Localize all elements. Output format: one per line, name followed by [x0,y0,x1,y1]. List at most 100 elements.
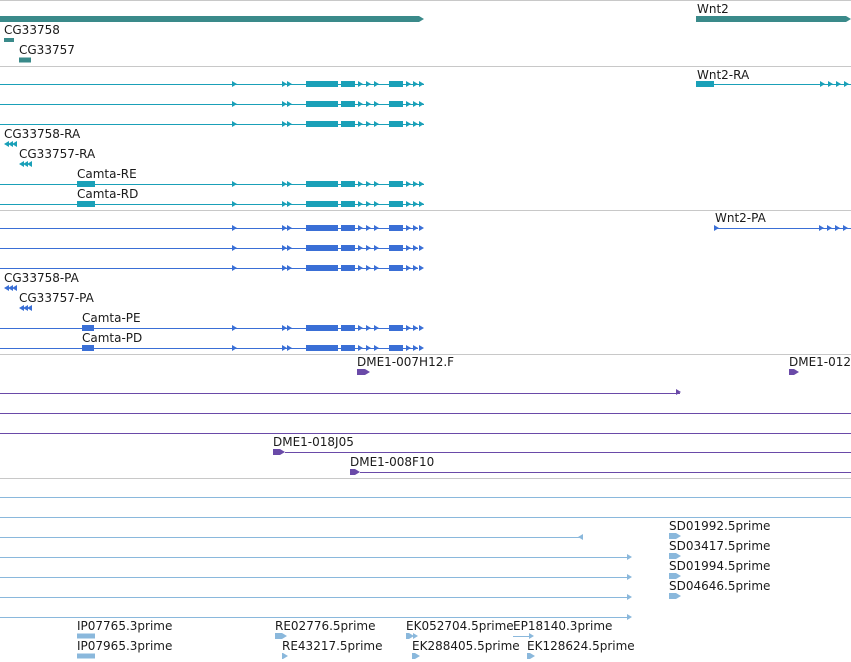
strand-arrow[interactable] [282,265,287,271]
transcript-label-cg33757-pa[interactable]: CG33757-PA [19,291,94,305]
strand-arrow[interactable] [287,325,292,331]
strand-arrow[interactable] [419,345,424,351]
strand-arrow[interactable] [232,265,237,271]
transcript-label-cg33758-pa[interactable]: CG33758-PA [4,271,79,285]
est-marker[interactable] [669,553,681,559]
strand-arrow[interactable] [844,81,849,87]
strand-arrow[interactable] [827,225,832,231]
exon-block[interactable] [389,181,403,187]
transcript-label-camta-pd[interactable]: Camta-PD [82,331,143,345]
strand-arrow[interactable] [529,633,534,639]
transcript-label-camta-pe[interactable]: Camta-PE [82,311,141,325]
exon-block[interactable] [389,121,403,127]
strand-arrow[interactable] [232,101,237,107]
strand-arrow[interactable] [282,325,287,331]
strand-arrow[interactable] [413,245,418,251]
est-label-sd03417[interactable]: SD03417.5prime [669,539,771,553]
transcript-label-wnt2-ra[interactable]: Wnt2-RA [697,68,750,82]
strand-arrow[interactable] [287,101,292,107]
strand-arrow[interactable] [232,225,237,231]
strand-arrow[interactable] [366,245,371,251]
strand-arrow[interactable] [366,81,371,87]
exon-block[interactable] [341,121,355,127]
strand-arrow[interactable] [358,245,363,251]
transcript-label-camta-re[interactable]: Camta-RE [77,167,137,181]
est-marker[interactable] [406,633,414,639]
exon-block[interactable] [306,181,338,187]
exon-block[interactable] [389,101,403,107]
strand-arrow[interactable] [27,305,32,311]
strand-arrow[interactable] [627,594,632,600]
exon-block[interactable] [341,245,355,251]
strand-arrow[interactable] [287,121,292,127]
strand-arrow[interactable] [287,225,292,231]
strand-arrow[interactable] [419,181,424,187]
exon-block[interactable] [389,81,403,87]
strand-arrow[interactable] [282,81,287,87]
strand-arrow[interactable] [406,121,411,127]
strand-arrow[interactable] [627,554,632,560]
strand-arrow[interactable] [23,161,28,167]
strand-arrow[interactable] [419,201,424,207]
strand-arrow[interactable] [366,325,371,331]
strand-arrow[interactable] [358,265,363,271]
strand-arrow[interactable] [232,345,237,351]
exon-block[interactable] [306,101,338,107]
exon-block[interactable] [389,201,403,207]
strand-arrow[interactable] [366,201,371,207]
gene-label-cg33758[interactable]: CG33758 [4,23,60,37]
strand-arrow[interactable] [282,245,287,251]
est-label-ep18140[interactable]: EP18140.3prime [513,619,613,633]
exon-block[interactable] [77,181,95,187]
strand-arrow[interactable] [366,345,371,351]
strand-arrow[interactable] [419,121,424,127]
strand-arrow[interactable] [406,101,411,107]
strand-arrow[interactable] [419,325,424,331]
gene-label-wnt2[interactable]: Wnt2 [697,2,729,16]
exon-block[interactable] [389,245,403,251]
strand-arrow[interactable] [374,181,379,187]
gene-bar-camta[interactable] [0,16,424,22]
exon-block[interactable] [341,325,355,331]
strand-arrow[interactable] [413,345,418,351]
strand-arrow[interactable] [287,181,292,187]
strand-arrow[interactable] [406,181,411,187]
strand-arrow[interactable] [406,325,411,331]
strand-arrow[interactable] [282,225,287,231]
gene-bar-cg33758[interactable] [4,38,14,42]
strand-arrow[interactable] [406,81,411,87]
est-label-ek128624[interactable]: EK128624.5prime [527,639,635,653]
strand-arrow[interactable] [366,101,371,107]
exon-block[interactable] [341,81,355,87]
exon-block[interactable] [306,81,338,87]
exon-block[interactable] [306,201,338,207]
strand-arrow[interactable] [819,225,824,231]
est-marker[interactable] [412,653,420,659]
strand-arrow[interactable] [358,325,363,331]
exon-block[interactable] [389,345,403,351]
strand-arrow[interactable] [406,201,411,207]
strand-arrow[interactable] [835,225,840,231]
exon-block[interactable] [341,201,355,207]
strand-arrow[interactable] [358,225,363,231]
strand-arrow[interactable] [413,225,418,231]
strand-arrow[interactable] [358,81,363,87]
clone-end-marker[interactable] [350,469,360,475]
strand-arrow[interactable] [358,345,363,351]
strand-arrow[interactable] [419,225,424,231]
strand-arrow[interactable] [232,81,237,87]
clone-end-marker[interactable] [789,369,799,375]
exon-block[interactable] [389,265,403,271]
clone-end-marker[interactable] [273,449,285,455]
strand-arrow[interactable] [232,181,237,187]
strand-arrow[interactable] [836,81,841,87]
strand-arrow[interactable] [578,534,583,540]
strand-arrow[interactable] [8,141,13,147]
strand-arrow[interactable] [282,101,287,107]
exon-block[interactable] [77,201,95,207]
strand-arrow[interactable] [366,225,371,231]
est-label-ek052704[interactable]: EK052704.5prime [406,619,514,633]
strand-arrow[interactable] [358,201,363,207]
strand-arrow[interactable] [4,141,9,147]
strand-arrow[interactable] [419,101,424,107]
